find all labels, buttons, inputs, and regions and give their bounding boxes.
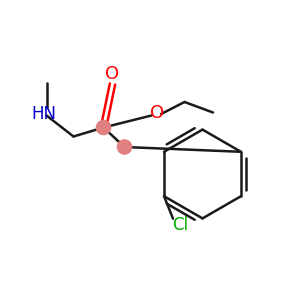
Text: Cl: Cl: [172, 216, 189, 234]
Text: HN: HN: [31, 105, 56, 123]
Text: O: O: [105, 65, 120, 83]
Circle shape: [96, 120, 111, 135]
Text: O: O: [150, 103, 164, 122]
Circle shape: [117, 139, 132, 155]
